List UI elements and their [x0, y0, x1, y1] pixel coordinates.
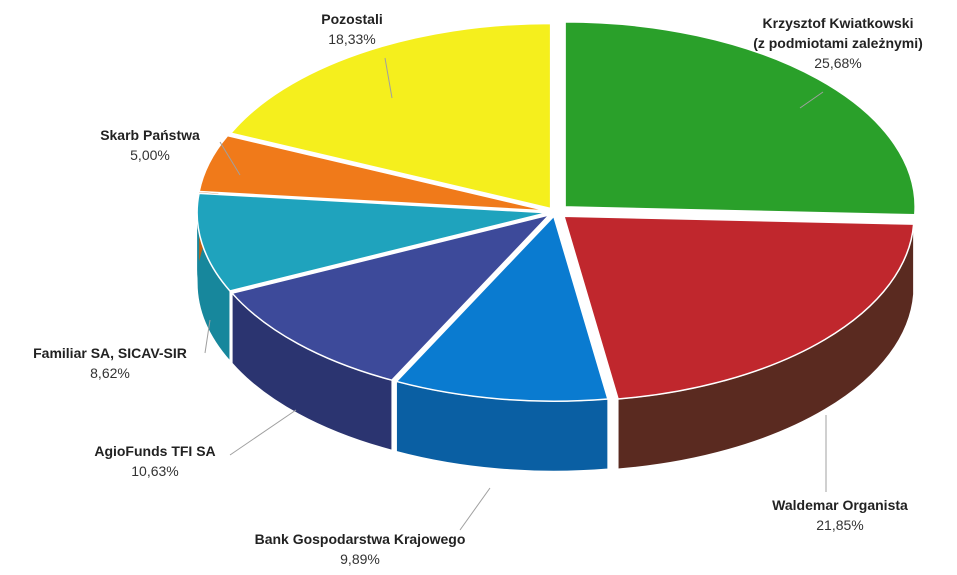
label-value-agiofunds-tfi-sa: 10,63% [131, 463, 178, 479]
label-value-krzysztof-kwiatkowski-z-podmiotami-zaleznymi: 25,68% [814, 55, 861, 71]
label-name-waldemar-organista: Waldemar Organista [772, 497, 908, 513]
label-value-bank-gospodarstwa-krajowego: 9,89% [340, 551, 380, 567]
label-name-pozostali: Pozostali [321, 11, 382, 27]
label-name-skarb-panstwa: Skarb Państwa [100, 127, 200, 143]
label-name-krzysztof-kwiatkowski-z-podmiotami-zaleznymi-1: Krzysztof Kwiatkowski [763, 15, 914, 31]
label-value-familiar-sa-sicav-sir: 8,62% [90, 365, 130, 381]
leader-line-agiofunds-tfi-sa [230, 410, 296, 455]
label-name-familiar-sa-sicav-sir: Familiar SA, SICAV-SIR [33, 345, 187, 361]
label-name-agiofunds-tfi-sa: AgioFunds TFI SA [94, 443, 215, 459]
label-value-waldemar-organista: 21,85% [816, 517, 863, 533]
leader-line-bank-gospodarstwa-krajowego [460, 488, 490, 530]
label-name-bank-gospodarstwa-krajowego: Bank Gospodarstwa Krajowego [255, 531, 466, 547]
label-name-krzysztof-kwiatkowski-z-podmiotami-zaleznymi-2: (z podmiotami zależnymi) [753, 35, 923, 51]
label-value-pozostali: 18,33% [328, 31, 375, 47]
label-value-skarb-panstwa: 5,00% [130, 147, 170, 163]
slice-tops [197, 22, 915, 401]
